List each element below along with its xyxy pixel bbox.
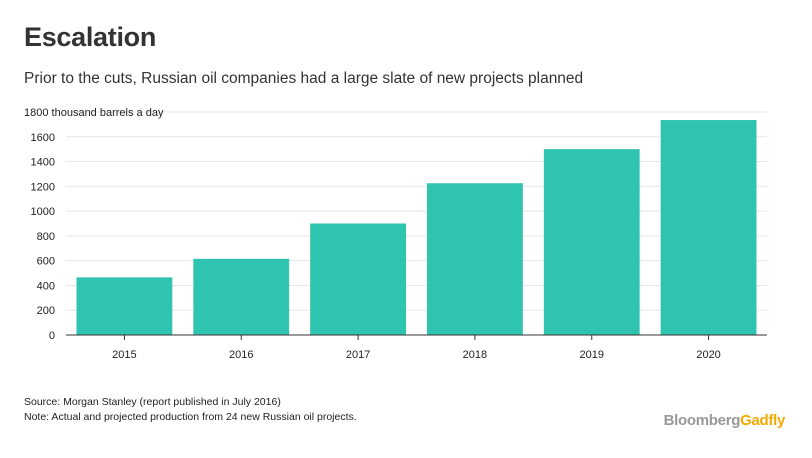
y-axis-unit-label: thousand barrels a day (48, 107, 163, 119)
source-note: Source: Morgan Stanley (report published… (24, 396, 281, 408)
x-tick-label: 2015 (112, 349, 136, 361)
bar-2019 (543, 149, 640, 335)
y-tick-label: 0 (49, 330, 55, 342)
bar-2018 (427, 183, 523, 335)
x-tick-label: 2019 (580, 349, 604, 361)
x-tick-label: 2016 (229, 349, 253, 361)
y-tick-label: 1400 (31, 157, 55, 169)
y-tick-label: 1200 (31, 181, 55, 193)
bar-2015 (76, 277, 173, 335)
x-tick-label: 2017 (346, 349, 370, 361)
y-tick-label: 400 (37, 280, 55, 292)
x-axis-ticks: 2015 2016 2017 2018 2019 2020 (112, 335, 721, 361)
y-tick-label: 800 (37, 231, 55, 243)
y-tick-label: 600 (37, 256, 55, 268)
y-axis-ticks: 0 200 400 600 800 1000 1200 1400 1600 1800 thousa… (24, 107, 164, 342)
y-tick-label: 1800 thousand barrels a day (24, 107, 164, 119)
y-tick-label: 1600 (31, 132, 55, 144)
bar-2017 (310, 223, 406, 335)
gridlines (66, 111, 767, 311)
bloomberg-gadfly-logo: BloombergGadfly (663, 412, 786, 429)
y-tick-value: 1800 (24, 107, 48, 119)
chart-title: Escalation (24, 22, 157, 52)
bar-2016 (193, 258, 290, 335)
x-tick-label: 2020 (696, 349, 720, 361)
y-tick-label: 1000 (31, 206, 55, 218)
logo-bloomberg: Bloomberg (663, 412, 741, 429)
bar-2020 (660, 120, 757, 335)
chart-subtitle: Prior to the cuts, Russian oil companies… (24, 70, 584, 87)
bars (76, 120, 757, 335)
y-tick-label: 200 (37, 305, 55, 317)
logo-gadfly: Gadfly (740, 412, 785, 429)
x-tick-label: 2018 (463, 349, 487, 361)
methodology-note: Note: Actual and projected production fr… (24, 411, 357, 423)
